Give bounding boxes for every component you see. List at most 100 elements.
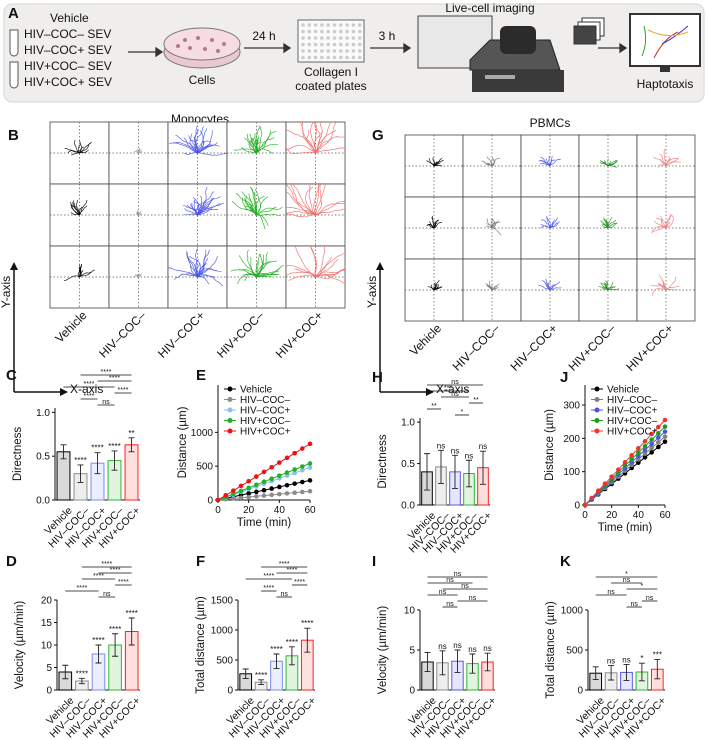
condition-label: HIV–COC+ <box>155 308 208 361</box>
point <box>292 490 297 495</box>
trajectory <box>433 286 442 291</box>
y-tick-label: 500 <box>566 646 583 657</box>
trajectory <box>538 284 551 291</box>
well <box>332 55 337 60</box>
trajectory <box>487 162 493 167</box>
trajectory <box>306 130 316 154</box>
trajectory <box>197 144 214 154</box>
well <box>357 49 362 53</box>
point <box>649 437 654 442</box>
well <box>339 23 343 27</box>
y-tick-label: 500 <box>216 656 233 667</box>
trajectory <box>657 284 667 291</box>
point <box>292 481 297 486</box>
trajectory <box>79 140 82 154</box>
well <box>339 29 343 34</box>
error-bar <box>654 659 661 680</box>
well <box>307 36 312 40</box>
x-tick-label: 0 <box>215 505 221 516</box>
well <box>320 49 324 53</box>
point <box>616 467 621 472</box>
error-bar <box>469 653 476 674</box>
plate-wells <box>301 23 362 60</box>
trajectory <box>315 256 332 278</box>
trajectory <box>315 274 345 284</box>
y-tick-label: 10 <box>41 641 53 652</box>
point <box>254 474 259 479</box>
trajectory <box>607 216 613 229</box>
imager <box>417 15 564 92</box>
trajectory <box>70 204 80 216</box>
trajectories <box>133 148 143 154</box>
trajectory <box>79 150 89 154</box>
trajectory <box>137 273 139 277</box>
y-tick-label: 20 <box>41 596 53 607</box>
bracket-label: **** <box>110 567 121 574</box>
trajectory <box>315 202 345 216</box>
point <box>254 482 259 488</box>
image-stack <box>573 17 605 45</box>
y-tick-label: 100 <box>563 467 580 478</box>
bracket-label: **** <box>294 579 305 586</box>
panel-label: G <box>372 127 384 144</box>
trajectory <box>599 160 609 167</box>
trajectory <box>197 144 220 154</box>
well <box>313 42 318 47</box>
bracket-label: ns <box>439 589 447 596</box>
point <box>656 435 661 440</box>
point <box>656 431 661 436</box>
legend-marker <box>227 418 233 423</box>
trajectories <box>134 273 143 278</box>
bracket-label: **** <box>76 585 87 592</box>
condition-label: HIV+COC– <box>214 308 267 361</box>
point <box>662 417 668 423</box>
well <box>357 55 362 60</box>
well <box>351 23 356 27</box>
error-bar <box>128 617 135 646</box>
point <box>300 446 305 451</box>
point <box>254 494 259 499</box>
well <box>320 36 324 40</box>
point <box>629 457 634 462</box>
trajectories <box>64 139 92 156</box>
point <box>629 453 634 458</box>
trajectory <box>315 184 326 216</box>
significance: ** <box>128 429 134 438</box>
point <box>589 495 594 501</box>
significance: ns <box>453 641 461 650</box>
trajectory <box>138 212 142 216</box>
point <box>246 491 251 496</box>
trajectory <box>433 283 435 291</box>
trajectory <box>244 198 257 216</box>
bracket-label: **** <box>84 393 95 400</box>
bracket-label: ** <box>473 397 479 404</box>
trajectory <box>256 254 265 278</box>
well <box>313 55 318 60</box>
trajectory <box>433 159 444 167</box>
trajectory <box>313 122 321 154</box>
trajectories <box>538 155 561 167</box>
error-bar <box>60 444 67 460</box>
trajectory <box>315 122 337 154</box>
bracket-label: * <box>625 571 628 578</box>
bracket-label: **** <box>286 567 297 574</box>
well <box>320 55 324 60</box>
trajectory <box>183 213 198 216</box>
trajectory <box>314 122 318 153</box>
trajectories <box>70 199 88 216</box>
trajectory <box>197 197 213 216</box>
y-tick-label: 0.5 <box>401 459 415 470</box>
trajectory <box>235 192 257 216</box>
well <box>332 49 337 53</box>
legend-marker <box>227 407 233 413</box>
trajectory <box>305 186 316 216</box>
trajectory <box>600 282 609 291</box>
panel-label: C <box>6 367 17 384</box>
significance: *** <box>653 651 662 660</box>
well <box>301 29 305 34</box>
error-bar <box>452 454 458 489</box>
significance: ns <box>622 655 630 664</box>
trajectory <box>79 205 88 216</box>
point <box>656 440 661 445</box>
